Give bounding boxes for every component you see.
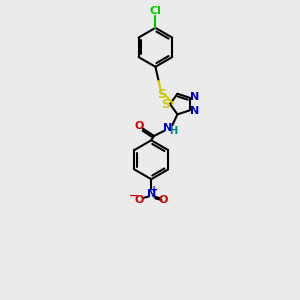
- Text: N: N: [190, 106, 199, 116]
- Text: Cl: Cl: [149, 6, 161, 16]
- Text: −: −: [129, 191, 139, 201]
- Text: H: H: [169, 126, 177, 136]
- Text: O: O: [158, 195, 168, 205]
- Text: O: O: [135, 195, 144, 205]
- Text: N: N: [163, 123, 172, 134]
- Text: S: S: [160, 98, 169, 111]
- Text: N: N: [190, 92, 199, 102]
- Text: +: +: [150, 185, 159, 195]
- Text: N: N: [147, 189, 156, 199]
- Text: S: S: [157, 88, 166, 100]
- Text: O: O: [134, 121, 143, 131]
